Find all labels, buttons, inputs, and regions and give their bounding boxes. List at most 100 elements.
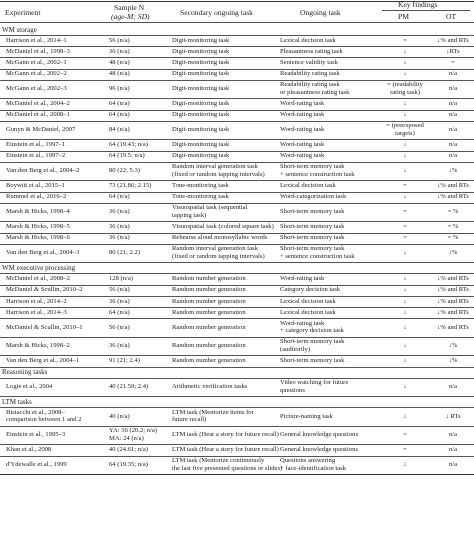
ot-cell: n/a xyxy=(432,100,474,108)
secondary-task-cell: Random interval generation task (fixed or… xyxy=(172,163,271,178)
header-key-findings: Key findings xyxy=(398,0,438,9)
secondary-task-cell-line: Digit-monitoring task xyxy=(172,59,230,67)
ot-cell-line: = xyxy=(451,59,455,67)
secondary-task-cell-line: Random number generation xyxy=(172,308,246,316)
secondary-task-cell-line: future recall) xyxy=(172,416,207,424)
sample-cell-line: 64 (n/a) xyxy=(109,111,130,119)
ongoing-task-cell-line: Word-categorization task xyxy=(280,193,347,201)
experiment-cell: Boywitt et al., 2015–1 xyxy=(6,182,101,190)
ongoing-task-cell-line: Short-term memory task xyxy=(280,338,345,346)
ongoing-task-cell-line: Word-rating task xyxy=(280,141,325,149)
table-row: Logie et al., 2004 40 (21.50; 2.4) Arithme… xyxy=(0,378,474,397)
ot-cell: ↓% and RTs xyxy=(432,298,474,306)
ot-cell-line: n/a xyxy=(448,446,458,454)
ongoing-task-cell: Short-term memory task xyxy=(280,208,374,216)
sample-cell: 73 (21.86; 2.15) xyxy=(109,182,166,190)
experiment-cell: Marsh & Hicks, 1998–4 xyxy=(6,208,101,216)
ot-cell-line: ↓% xyxy=(448,249,458,257)
experiment-cell: Van den Berg et al., 2004–3 xyxy=(6,249,101,257)
ongoing-task-cell-line: Sentence validity task xyxy=(280,59,338,67)
secondary-task-cell: Random number generation xyxy=(172,275,271,283)
experiment-cell-line: Marsh & Hicks, 1998–4 xyxy=(6,208,70,216)
ongoing-task-cell-line: Lexical decision task xyxy=(280,182,336,190)
ot-cell: ↓% and RTs xyxy=(432,182,474,190)
experiment-cell-line: McDaniel et al., 2008–1 xyxy=(6,111,70,119)
pm-cell-line: = xyxy=(403,431,407,439)
ot-cell-line: n/a xyxy=(448,152,458,160)
row-rule xyxy=(0,180,474,182)
secondary-task-cell-line: Random number generation xyxy=(172,286,246,294)
ongoing-task-cell-line: Word-rating task xyxy=(280,111,325,119)
pm-cell: = xyxy=(381,446,429,454)
table-row: McGann et al., 2002–2 48 (n/a) Digit-monit… xyxy=(0,69,474,80)
ot-cell: n/a xyxy=(432,141,474,149)
secondary-task-cell-line: LTM task (Memorize continuously xyxy=(172,457,265,465)
section-rule xyxy=(0,377,474,379)
ongoing-task-cell: Word-rating task xyxy=(280,152,374,160)
sample-cell-line: 30 (n/a) xyxy=(109,47,130,55)
row-rule xyxy=(0,161,474,163)
key-findings-rule xyxy=(382,10,470,11)
secondary-task-cell: Random number generation xyxy=(172,298,271,306)
table-row: Harrison et al., 2014–2 36 (n/a) Random nu… xyxy=(0,296,474,307)
sample-cell-line: 36 (n/a) xyxy=(109,342,130,350)
ongoing-task-cell: Short-term memory task xyxy=(280,234,374,242)
pm-cell-line: ↓ xyxy=(403,111,407,119)
pm-cell: ↓ xyxy=(381,275,429,283)
ongoing-task-cell-line: + face-identification task xyxy=(280,464,346,472)
row-rule xyxy=(0,318,474,320)
experiment-cell-line: McDaniel et al., 1998–3 xyxy=(6,47,70,55)
ongoing-task-cell-line: Category decision task xyxy=(280,286,341,294)
ongoing-task-cell-line: Lexical decision task xyxy=(280,297,336,305)
ongoing-task-cell: General knowledge questions xyxy=(280,446,374,454)
row-rule xyxy=(0,295,474,297)
secondary-task-cell-line: Digit-monitoring task xyxy=(172,141,230,149)
sample-cell-line: 128 (n/a) xyxy=(109,275,133,283)
ot-cell-line: n/a xyxy=(448,70,458,78)
secondary-task-cell: Digit-monitoring task xyxy=(172,59,271,67)
ongoing-task-cell-line: + sentence construction task xyxy=(280,171,355,179)
ot-cell-line: n/a xyxy=(448,126,458,134)
ongoing-task-cell-line: Video watching for future xyxy=(280,379,349,387)
table-row: Boywitt et al., 2015–1 73 (21.86; 2.15) To… xyxy=(0,180,474,191)
row-rule xyxy=(0,98,474,100)
ongoing-task-cell: Lexical decision task xyxy=(280,37,374,45)
pm-cell: = xyxy=(381,234,429,242)
sample-cell-line: 36 (n/a) xyxy=(109,297,130,305)
sample-cell-line: 36 (n/a) xyxy=(109,234,130,242)
pm-cell-line: ↓ xyxy=(403,141,407,149)
secondary-task-cell: Random interval generation task (fixed or… xyxy=(172,245,271,260)
sample-cell: 30 (n/a) xyxy=(109,48,166,56)
table-row: McGann et al., 2002–3 96 (n/a) Digit-monit… xyxy=(0,80,474,99)
secondary-task-cell: Visuospatial task (colored square task) xyxy=(172,223,274,231)
ongoing-task-cell-line: Lexical decision task xyxy=(280,308,336,316)
ongoing-task-cell-line: Short-term memory task xyxy=(280,208,345,216)
experiment-cell-line: Van den Berg et al., 2004–1 xyxy=(6,357,80,365)
ongoing-task-cell-line: Short-term memory task xyxy=(280,163,345,171)
row-rule xyxy=(0,221,474,223)
experiment-cell-line: Marsh & Hicks, 1998–2 xyxy=(6,342,70,350)
experiment-cell-line: Marsh & Hicks, 1998–6 xyxy=(6,234,70,242)
row-rule xyxy=(0,307,474,308)
experiment-cell: McGann et al., 2002–3 xyxy=(6,85,101,93)
secondary-task-cell-line: Arithmetic verification tasks xyxy=(172,383,248,391)
experiment-cell: Marsh & Hicks, 1998–2 xyxy=(6,342,101,350)
pm-cell-line: ↓ xyxy=(403,47,407,55)
ot-cell-line: n/a xyxy=(448,141,458,149)
row-rule xyxy=(0,139,474,141)
pm-cell-line: = xyxy=(403,208,407,216)
experiment-cell-line: Boywitt et al., 2015–1 xyxy=(6,182,65,190)
secondary-task-cell-line: the last five presented questions or sli… xyxy=(172,464,283,472)
ongoing-task-cell: Short-term memory task (auditorily) xyxy=(280,338,374,353)
secondary-task-cell-line: Tone-monitoring task xyxy=(172,182,229,190)
pm-cell: ↓ xyxy=(381,167,429,175)
table-row: Harrison et al., 2014–1 56 (n/a) Digit-mon… xyxy=(0,35,474,46)
ot-cell: ↓RTs xyxy=(432,48,474,56)
secondary-task-cell: Digit-monitoring task xyxy=(172,111,271,119)
ot-cell: ↓% xyxy=(432,167,474,175)
pm-cell: ↓ xyxy=(381,59,429,67)
pm-cell-line: = xyxy=(403,223,407,231)
experiment-cell: Marsh & Hicks, 1998–6 xyxy=(6,234,101,242)
table-row: Bisiacchi et al., 2008– comparison betwee… xyxy=(0,407,474,426)
ot-cell: = % xyxy=(432,234,474,242)
